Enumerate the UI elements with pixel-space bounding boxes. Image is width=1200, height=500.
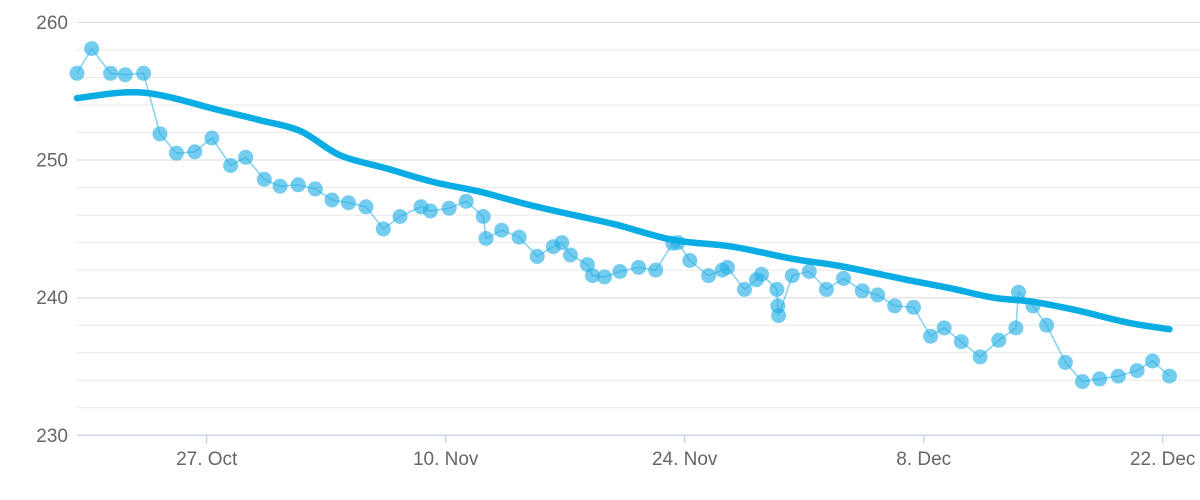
- data-point-marker[interactable]: [953, 334, 969, 350]
- data-point-marker[interactable]: [771, 308, 787, 324]
- data-point-marker[interactable]: [1145, 353, 1160, 369]
- y-axis-label: 250: [36, 151, 68, 172]
- data-point-marker[interactable]: [422, 203, 438, 219]
- x-axis-label: 27. Oct: [176, 449, 238, 470]
- data-point-marker[interactable]: [204, 130, 220, 146]
- data-point-marker[interactable]: [494, 222, 510, 238]
- data-point-marker[interactable]: [701, 268, 717, 284]
- y-axis-label: 230: [36, 426, 68, 447]
- data-point-marker[interactable]: [887, 298, 903, 314]
- data-point-marker[interactable]: [648, 262, 664, 278]
- data-point-marker[interactable]: [801, 264, 817, 279]
- data-point-marker[interactable]: [511, 229, 527, 245]
- data-point-marker[interactable]: [529, 248, 545, 264]
- data-point-marker[interactable]: [69, 65, 85, 81]
- data-point-marker[interactable]: [1011, 284, 1026, 300]
- data-point-marker[interactable]: [340, 195, 356, 211]
- data-point-marker[interactable]: [441, 200, 457, 216]
- data-point-marker[interactable]: [168, 145, 184, 161]
- data-point-marker[interactable]: [1075, 374, 1090, 390]
- data-point-marker[interactable]: [1129, 363, 1145, 379]
- data-point-marker[interactable]: [223, 158, 239, 173]
- gridlines: [77, 21, 1200, 409]
- data-point-marker[interactable]: [1110, 368, 1126, 384]
- data-point-marker[interactable]: [585, 268, 600, 284]
- data-point-marker[interactable]: [554, 235, 570, 251]
- data-point-marker[interactable]: [1008, 320, 1024, 336]
- data-point-marker[interactable]: [1092, 371, 1108, 387]
- x-axis-labels: 27. Oct 10. Nov 24. Nov 8. Dec 22. Dec: [176, 449, 1195, 470]
- data-point-marker[interactable]: [631, 259, 647, 275]
- data-point-marker[interactable]: [923, 328, 939, 344]
- x-axis-label: 8. Dec: [896, 449, 951, 470]
- y-axis-label: 260: [36, 13, 68, 34]
- data-point-marker[interactable]: [307, 181, 323, 197]
- data-point-marker[interactable]: [870, 287, 886, 303]
- data-point-marker[interactable]: [612, 264, 628, 279]
- data-point-marker[interactable]: [854, 283, 870, 299]
- data-point-marker[interactable]: [392, 209, 408, 224]
- x-axis-label: 22. Dec: [1130, 449, 1195, 470]
- data-point-marker[interactable]: [272, 178, 288, 194]
- data-point-marker[interactable]: [769, 281, 785, 297]
- data-point-marker[interactable]: [936, 320, 952, 336]
- data-point-marker[interactable]: [1039, 317, 1055, 333]
- data-point-marker[interactable]: [784, 268, 800, 284]
- data-point-marker[interactable]: [103, 65, 119, 81]
- x-axis-label: 24. Nov: [652, 449, 718, 470]
- data-point-marker[interactable]: [906, 299, 921, 315]
- data-point-marker[interactable]: [719, 259, 735, 275]
- data-point-marker[interactable]: [1057, 354, 1073, 370]
- data-point-marker[interactable]: [117, 67, 133, 83]
- data-point-marker[interactable]: [152, 126, 168, 142]
- data-point-marker[interactable]: [290, 177, 306, 193]
- trend-line: [73, 88, 1173, 333]
- data-point-marker[interactable]: [475, 209, 491, 224]
- data-point-marker[interactable]: [972, 349, 988, 365]
- data-point-marker[interactable]: [478, 231, 494, 246]
- series-daily-values[interactable]: [69, 41, 1178, 390]
- data-point-marker[interactable]: [375, 221, 391, 237]
- data-point-marker[interactable]: [818, 281, 834, 297]
- data-point-marker[interactable]: [562, 247, 578, 263]
- data-point-marker[interactable]: [737, 281, 752, 297]
- data-point-marker[interactable]: [256, 171, 272, 187]
- data-point-marker[interactable]: [187, 144, 203, 160]
- data-point-marker[interactable]: [1162, 368, 1177, 384]
- data-point-marker[interactable]: [358, 199, 374, 215]
- data-point-marker[interactable]: [991, 332, 1007, 348]
- x-axis: [77, 434, 1200, 444]
- y-axis-label: 240: [36, 288, 68, 309]
- data-point-marker[interactable]: [136, 65, 152, 81]
- data-point-marker[interactable]: [238, 149, 254, 165]
- y-axis-labels: 230 240 250 260: [36, 13, 68, 447]
- data-point-marker[interactable]: [754, 266, 769, 282]
- x-axis-label: 10. Nov: [413, 449, 479, 470]
- data-point-marker[interactable]: [458, 193, 474, 209]
- data-point-marker[interactable]: [84, 41, 100, 57]
- data-point-marker[interactable]: [324, 192, 340, 208]
- data-point-marker[interactable]: [682, 253, 698, 268]
- data-point-marker[interactable]: [836, 270, 851, 286]
- data-point-marker[interactable]: [597, 269, 612, 285]
